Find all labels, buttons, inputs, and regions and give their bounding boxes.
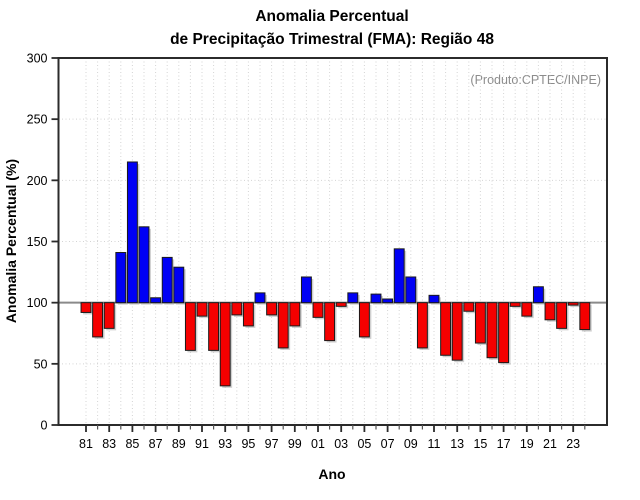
x-tick-label-1987: 87 [149,437,163,451]
y-tick-label-200: 200 [27,174,48,188]
bar-1982 [92,302,104,338]
bar-1986 [138,226,150,304]
x-tick-label-1993: 93 [218,437,232,451]
bar-2015 [474,302,486,344]
y-axis-title: Anomalia Percentual (%) [3,159,19,323]
chart-title-line-1: Anomalia Percentual [255,8,408,25]
bar-2020 [532,286,544,304]
x-tick-label-2017: 17 [497,437,511,451]
bar-2023 [567,302,579,306]
x-tick-label-2007: 07 [381,437,395,451]
bar-2021 [544,302,556,321]
bar-2008 [393,248,405,304]
x-axis-title: Ano [318,466,345,482]
bar-2001 [312,302,324,318]
x-tick-label-1985: 85 [125,437,139,451]
bar-1985 [126,161,138,304]
x-tick-label-1997: 97 [265,437,279,451]
x-tick-label-2023: 23 [566,437,580,451]
bar-2005 [358,302,370,338]
x-tick-label-2013: 13 [450,437,464,451]
chart-title-line-2: de Precipitação Trimestral (FMA): Região… [170,31,494,48]
bar-2011 [428,294,440,304]
x-tick-label-1981: 81 [79,437,93,451]
bar-1999 [289,302,301,327]
bar-2013 [451,302,463,361]
y-tick-label-50: 50 [34,357,48,371]
bar-1987 [150,297,162,304]
x-tick-label-2005: 05 [357,437,371,451]
bar-1981 [80,302,92,313]
bar-2004 [347,292,359,304]
x-tick-label-2001: 01 [311,437,325,451]
bar-1991 [196,302,208,317]
bar-2017 [498,302,510,364]
bars [80,161,592,388]
bar-1998 [277,302,289,349]
bar-1984 [115,252,127,304]
y-tick-label-150: 150 [27,235,48,249]
bar-1988 [161,256,173,304]
y-tick-label-100: 100 [27,296,48,310]
x-tick-label-1995: 95 [241,437,255,451]
bar-2014 [463,302,475,312]
bar-2007 [382,298,394,304]
bar-1990 [184,302,196,351]
bar-1994 [231,302,243,316]
bar-1997 [266,302,278,316]
bar-2018 [509,302,521,307]
bar-2006 [370,293,382,304]
bar-2024 [579,302,591,331]
bar-2022 [556,302,568,329]
x-tick-label-2009: 09 [404,437,418,451]
bar-1993 [219,302,231,387]
bar-2009 [405,276,417,304]
x-tick-label-1999: 99 [288,437,302,451]
product-credit-annotation: (Produto:CPTEC/INPE) [470,73,601,87]
bar-1996 [254,292,266,304]
x-tick-label-1989: 89 [172,437,186,451]
bar-2012 [440,302,452,356]
x-tick-label-2021: 21 [543,437,557,451]
bar-2016 [486,302,498,359]
x-tick-label-2011: 11 [428,437,441,451]
x-tick-label-1983: 83 [102,437,116,451]
bar-1992 [208,302,220,351]
bar-shadow-2023 [570,304,581,308]
bar-2003 [335,302,347,307]
y-tick-label-300: 300 [27,52,48,66]
bar-2010 [416,302,428,349]
bar-1989 [173,266,185,304]
bar-1983 [103,302,115,329]
bar-2002 [324,302,336,342]
bar-1995 [242,302,254,327]
bar-2000 [300,276,312,304]
x-tick-label-1991: 91 [195,437,209,451]
x-tick-label-2003: 03 [334,437,348,451]
x-tick-label-2019: 19 [520,437,534,451]
bar-2019 [521,302,533,317]
y-tick-label-0: 0 [41,419,48,433]
x-tick-label-2015: 15 [473,437,487,451]
axis-ticks [51,57,586,432]
y-tick-label-250: 250 [27,113,48,127]
